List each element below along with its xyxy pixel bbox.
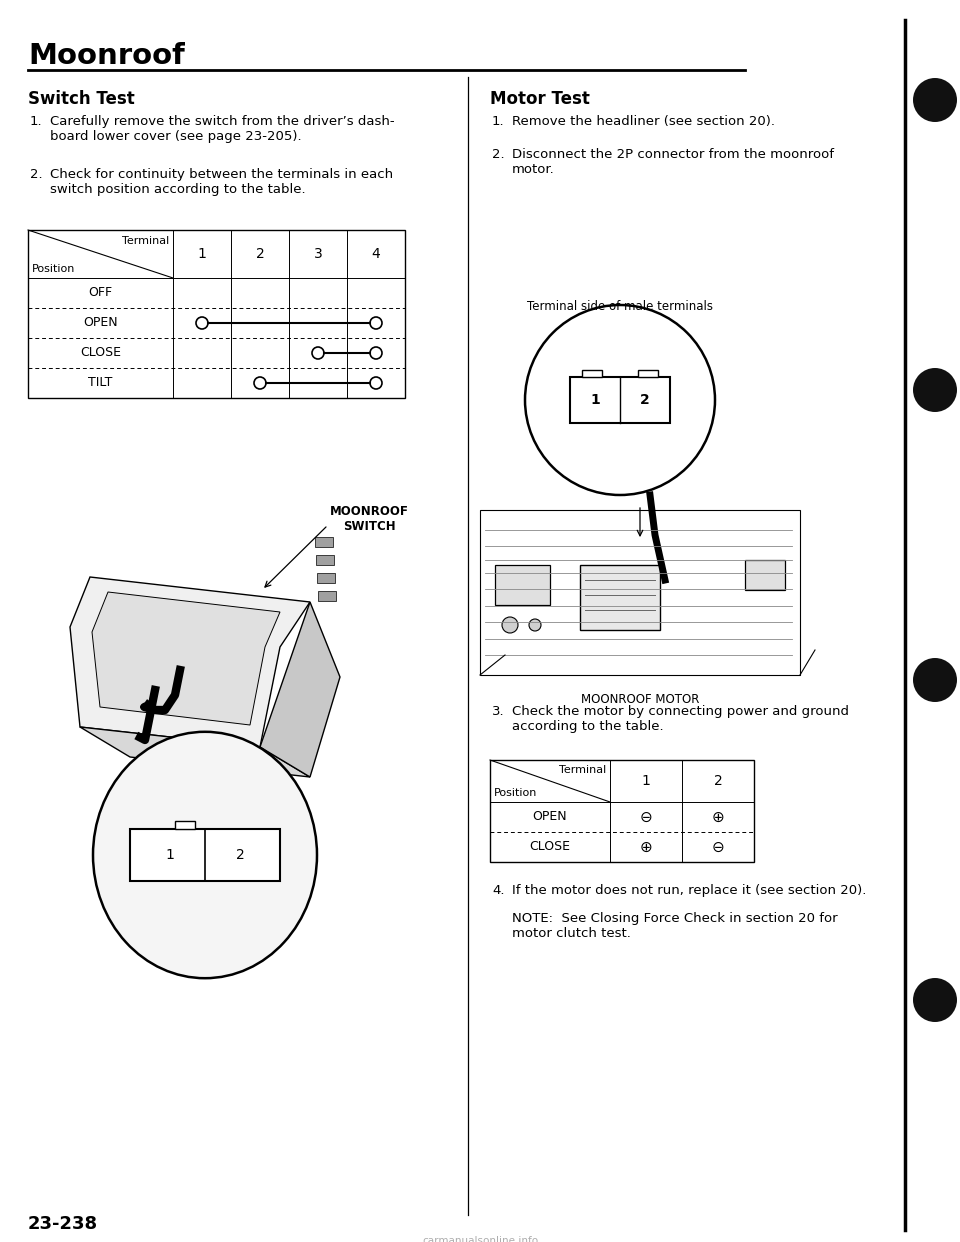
Text: 2: 2 (640, 392, 650, 407)
Bar (315, 537, 333, 546)
Text: 2: 2 (255, 247, 264, 261)
Text: 3.: 3. (492, 705, 505, 718)
Text: OFF: OFF (88, 287, 112, 299)
Text: Remove the headliner (see section 20).: Remove the headliner (see section 20). (512, 116, 775, 128)
Bar (490, 760, 754, 862)
Bar (316, 555, 334, 565)
Polygon shape (260, 602, 340, 777)
Bar (745, 560, 785, 590)
Circle shape (502, 617, 518, 633)
Text: 4: 4 (372, 247, 380, 261)
Text: Terminal side of male terminals: Terminal side of male terminals (527, 301, 713, 313)
Polygon shape (92, 592, 280, 725)
Text: Terminal: Terminal (122, 236, 169, 246)
Text: 2.: 2. (30, 168, 42, 181)
Bar (570, 378, 670, 424)
Bar (582, 370, 602, 378)
Text: MOONROOF
SWITCH: MOONROOF SWITCH (330, 505, 409, 533)
Text: 1: 1 (641, 774, 651, 787)
Text: 3: 3 (314, 247, 323, 261)
Circle shape (913, 977, 957, 1022)
Text: Terminal: Terminal (559, 765, 606, 775)
Text: If the motor does not run, replace it (see section 20).: If the motor does not run, replace it (s… (512, 884, 866, 897)
Text: 23-238: 23-238 (28, 1215, 98, 1233)
Bar (480, 510, 800, 674)
Text: Disconnect the 2P connector from the moonroof
motor.: Disconnect the 2P connector from the moo… (512, 148, 834, 176)
Bar (638, 370, 658, 378)
Text: CLOSE: CLOSE (80, 347, 121, 359)
Ellipse shape (93, 732, 317, 979)
Circle shape (913, 658, 957, 702)
Polygon shape (70, 578, 310, 746)
Text: 2: 2 (713, 774, 722, 787)
Text: 1.: 1. (30, 116, 42, 128)
Text: OPEN: OPEN (533, 811, 567, 823)
Text: Carefully remove the switch from the driver’s dash-
board lower cover (see page : Carefully remove the switch from the dri… (50, 116, 395, 143)
Bar (317, 573, 335, 582)
Circle shape (529, 619, 541, 631)
Text: 1: 1 (165, 848, 175, 862)
Text: 1: 1 (198, 247, 206, 261)
Bar (175, 821, 195, 828)
Text: Check the motor by connecting power and ground
according to the table.: Check the motor by connecting power and … (512, 705, 849, 733)
Text: 1: 1 (590, 392, 600, 407)
Bar (495, 565, 550, 605)
Text: Check for continuity between the terminals in each
switch position according to : Check for continuity between the termina… (50, 168, 394, 196)
Text: MOONROOF MOTOR: MOONROOF MOTOR (581, 693, 699, 705)
Text: Position: Position (32, 265, 76, 274)
Text: 2.: 2. (492, 148, 505, 161)
Bar (28, 230, 405, 397)
Text: Position: Position (494, 787, 538, 799)
Text: OPEN: OPEN (84, 317, 118, 329)
Text: 2: 2 (235, 848, 245, 862)
Text: NOTE:  See Closing Force Check in section 20 for
motor clutch test.: NOTE: See Closing Force Check in section… (512, 912, 838, 940)
Bar (130, 828, 280, 881)
Circle shape (913, 368, 957, 412)
Text: CLOSE: CLOSE (530, 841, 570, 853)
Text: 1.: 1. (492, 116, 505, 128)
Text: TILT: TILT (88, 376, 112, 390)
Ellipse shape (140, 702, 156, 712)
Text: ⊖: ⊖ (711, 840, 725, 854)
Text: Moonroof: Moonroof (28, 42, 184, 70)
Text: 4.: 4. (492, 884, 505, 897)
Text: ⊖: ⊖ (639, 810, 653, 825)
Text: Switch Test: Switch Test (28, 89, 134, 108)
Bar (318, 591, 336, 601)
Text: carmanualsonline.info: carmanualsonline.info (422, 1236, 538, 1242)
Circle shape (913, 78, 957, 122)
Text: ⊕: ⊕ (711, 810, 725, 825)
Polygon shape (80, 727, 310, 777)
Circle shape (525, 306, 715, 496)
Text: Motor Test: Motor Test (490, 89, 589, 108)
Bar (580, 565, 660, 630)
Text: ⊕: ⊕ (639, 840, 653, 854)
